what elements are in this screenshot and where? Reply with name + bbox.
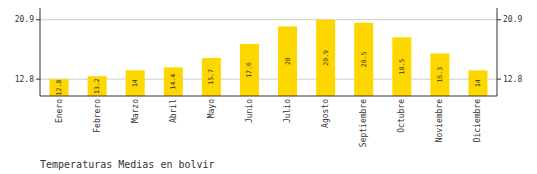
bar xyxy=(468,70,487,96)
y-tick-right xyxy=(497,19,501,20)
title: Temperaturas Medias en bolvir xyxy=(40,159,215,170)
data-label: 18.5 xyxy=(398,59,406,75)
bar xyxy=(202,58,221,96)
grid-line xyxy=(40,79,497,80)
y-tick-label-right: 20.9 xyxy=(503,15,522,24)
x-tick-label: Marzo xyxy=(131,99,140,123)
data-label: 17.6 xyxy=(245,62,253,78)
y-tick-label-right: 12.8 xyxy=(503,75,522,84)
data-label: 12.8 xyxy=(55,80,63,96)
data-label: 20.5 xyxy=(360,51,368,67)
data-label: 14 xyxy=(131,79,139,87)
data-label: 16.3 xyxy=(436,67,444,83)
y-axis-line xyxy=(40,8,41,96)
y-tick xyxy=(36,19,40,20)
data-label: 20 xyxy=(284,57,292,65)
bar xyxy=(392,37,411,96)
bar xyxy=(430,53,449,96)
bar xyxy=(354,23,373,96)
bar xyxy=(240,44,259,96)
data-label: 15.7 xyxy=(207,69,215,85)
bar xyxy=(126,70,145,96)
bar xyxy=(164,67,183,96)
x-tick-label: Septiembre xyxy=(359,99,368,147)
x-axis-line xyxy=(40,96,497,97)
data-label: 14 xyxy=(474,79,482,87)
x-tick-label: Junio xyxy=(245,99,254,123)
y-axis-line-right xyxy=(497,8,498,96)
y-tick-label: 12.8 xyxy=(15,75,34,84)
data-label: 14.4 xyxy=(169,74,177,90)
grid-line xyxy=(40,19,497,20)
x-tick-label: Febrero xyxy=(93,99,102,133)
bar xyxy=(50,79,69,96)
x-tick-label: Abril xyxy=(169,99,178,123)
bar xyxy=(316,20,335,96)
bar xyxy=(278,26,297,96)
data-label: 13.2 xyxy=(93,78,101,94)
x-tick-label: Octubre xyxy=(397,99,406,133)
x-tick-label: Enero xyxy=(55,99,64,123)
x-tick-label: Agosto xyxy=(321,99,330,128)
bars xyxy=(50,20,488,96)
x-tick-label: Julio xyxy=(283,99,292,123)
bar xyxy=(88,76,107,96)
data-label: 20.9 xyxy=(322,50,330,66)
x-tick-label: Noviembre xyxy=(435,99,444,143)
chart: 12.8 13.2 14 14.4 15.7 17.6 20 20.9 20.5 18.5 16.3… xyxy=(0,0,537,174)
y-tick xyxy=(36,79,40,80)
y-tick-label: 20.9 xyxy=(15,15,34,24)
x-tick-label: Diciembre xyxy=(473,99,482,143)
x-tick-label: Mayo xyxy=(207,99,216,118)
y-tick-right xyxy=(497,79,501,80)
